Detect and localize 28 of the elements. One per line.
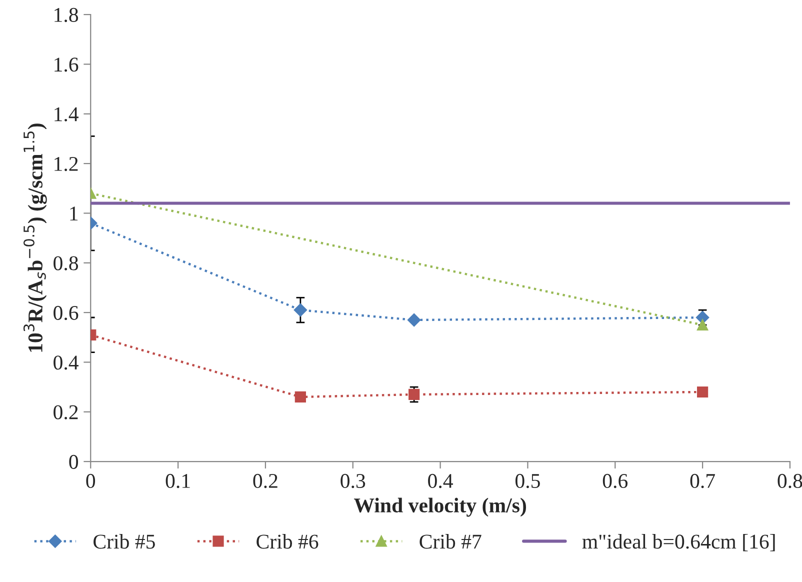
text: 10$^{3}$R/(A$_{s}$b$^{−0.5}$) (g/scm$^{1.5}$) — [23, 124, 47, 352]
y-tick-label: 0.8 — [54, 256, 78, 270]
x-tick-label: 0.2 — [253, 474, 278, 488]
x-tick-label: 0.6 — [602, 474, 628, 488]
y-tick-label: 1 — [70, 206, 78, 220]
x-tick-label: 0.1 — [166, 474, 190, 488]
x-axis-title: Wind velocity (m/s) — [354, 498, 526, 517]
legend-label: Crib #6 — [256, 534, 318, 549]
point — [696, 386, 708, 398]
legend-label: Crib #7 — [420, 534, 482, 549]
legend-label: m"ideal b=0.64cm [16] — [582, 534, 775, 552]
x-tick-label: 0.3 — [340, 474, 366, 488]
point — [408, 388, 420, 400]
y-tick-label: 0 — [69, 454, 78, 469]
x-tick-label: 0 — [86, 474, 96, 488]
y-tick-label: 0.2 — [54, 405, 78, 420]
y-tick-label: 1.4 — [54, 107, 78, 122]
x-tick-label: 0.8 — [778, 474, 802, 488]
y-tick-label: 1.8 — [54, 8, 78, 22]
y-tick-label: 1.6 — [54, 58, 78, 72]
point — [407, 313, 421, 327]
x-tick-label: 0.5 — [515, 474, 540, 488]
x-tick-label: 0.4 — [428, 474, 453, 488]
legend-label: Crib #5 — [94, 534, 155, 549]
x-tick-label: 0.7 — [690, 474, 715, 488]
y-tick-label: 0.6 — [54, 306, 78, 320]
y-tick-label: 1.2 — [54, 156, 78, 172]
y-tick-label: 0.4 — [54, 356, 78, 370]
